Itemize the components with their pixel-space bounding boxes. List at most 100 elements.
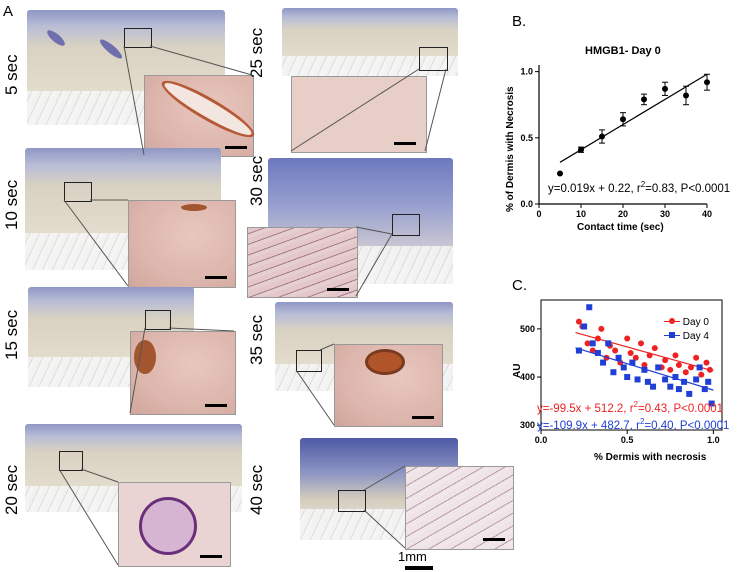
chart-c-point-day4 (641, 366, 648, 373)
chart-c-point-day0 (667, 366, 674, 373)
panel-b-letter: B. (512, 13, 527, 30)
chart-c-point-day4 (675, 386, 682, 393)
equation-text-suffix: =0.40, P<0.0001 (644, 419, 730, 432)
chart-b-equation: y=0.019x + 0.22, r2=0.83, P<0.0001 (548, 180, 730, 195)
chart-c-point-day4 (650, 383, 657, 390)
magnified-inset (247, 227, 358, 298)
chart-c-point-day0 (693, 354, 700, 361)
chart-c-point-day4 (620, 364, 627, 371)
chart-c-point-day4 (696, 364, 703, 371)
legend-day0: Day 0 (664, 317, 709, 328)
chart-c-point-day4 (624, 374, 631, 381)
chart-c-point-day4 (586, 304, 593, 311)
chart-c-point-day0 (632, 354, 639, 361)
chart-b-data-point (557, 170, 563, 177)
equation-superscript: 2 (640, 180, 646, 189)
chart-c-point-day0 (598, 325, 605, 332)
chart-c-point-day0 (672, 352, 679, 359)
chart-b-title: HMGB1- Day 0 (585, 45, 661, 57)
chart-c-x-tick-label: 0.5 (621, 435, 634, 445)
chart-c-point-day0 (651, 345, 658, 352)
chart-c-point-day0 (584, 340, 591, 347)
chart-b-data-point (683, 92, 689, 99)
chart-b-data-point (704, 79, 710, 86)
chart-c-point-day0 (624, 335, 631, 342)
chart-b-data-point (641, 96, 647, 103)
chart-c-point-day4 (581, 323, 588, 330)
inset-scale-bar (205, 276, 227, 279)
chart-b-data-point (620, 116, 626, 123)
chart-c-point-day4 (708, 400, 715, 407)
magnified-inset (118, 482, 231, 567)
chart-b-y-tick-label: 1.0 (520, 67, 533, 77)
magnified-inset (334, 344, 443, 427)
chart-c-point-day4 (629, 359, 636, 366)
chart-b-fit-line (559, 73, 708, 163)
inset-scale-bar (205, 404, 227, 407)
chart-b-x-tick-label: 30 (660, 209, 670, 219)
equation-text-suffix: =0.83, P<0.0001 (645, 182, 731, 195)
equation-superscript: 2 (633, 400, 638, 409)
chart-c-point-day0 (698, 371, 705, 378)
scale-bar-1mm (405, 566, 433, 570)
chart-c-point-day0 (575, 318, 582, 325)
chart-c-point-day0 (646, 352, 653, 359)
chart-c-point-day4 (655, 364, 662, 371)
chart-c-frame (540, 299, 723, 431)
chart-c-point-day4 (672, 374, 679, 381)
chart-c-point-day4 (681, 378, 688, 385)
chart-c-point-day4 (686, 390, 693, 397)
chart-c-point-day4 (600, 359, 607, 366)
chart-b-x-tick-label: 40 (702, 209, 712, 219)
legend-day4-label: Day 4 (682, 331, 709, 342)
chart-b-data-point (662, 85, 668, 92)
chart-c-point-day4 (634, 376, 641, 383)
chart-c-point-day0 (703, 359, 710, 366)
inset-scale-bar (327, 288, 349, 291)
chart-c-point-day0 (612, 347, 619, 354)
chart-b-y-tick-label: 0.0 (520, 199, 533, 209)
legend-day0-label: Day 0 (682, 317, 709, 328)
chart-c-point-day0 (594, 335, 601, 342)
panel-a-letter: A (3, 3, 14, 20)
chart-c-y-tick-label: 400 (520, 372, 535, 382)
chart-c-point-day0 (687, 364, 694, 371)
chart-b-data-point (599, 133, 605, 140)
region-of-interest-box (145, 310, 171, 330)
equation-superscript: 2 (639, 417, 645, 426)
chart-b-data-point (578, 146, 584, 153)
chart-b-x-tick-label: 0 (536, 209, 541, 219)
region-of-interest-box (392, 214, 420, 236)
chart-c-point-day4 (594, 349, 601, 356)
magnified-inset (144, 72, 260, 157)
legend-day0-marker (664, 321, 680, 322)
chart-c-y-tick-label: 500 (520, 324, 535, 334)
scale-bar-label: 1mm (398, 549, 427, 564)
chart-c-point-day4 (589, 340, 596, 347)
equation-text: y=0.019x + 0.22, r (548, 182, 641, 195)
chart-b-x-tick-label: 20 (618, 209, 628, 219)
chart-c-point-day0 (641, 362, 648, 368)
equation-text-suffix: =0.43, P<0.0001 (638, 402, 724, 415)
chart-c-equation-day4: y=-109.9x + 482.7, r2=0.40, P<0.0001 (537, 417, 729, 432)
chart-c-point-day0 (675, 362, 682, 368)
chart-c-point-day0 (637, 340, 644, 347)
chart-b-y-tick-label: 0.5 (520, 133, 533, 143)
magnified-inset (405, 466, 514, 550)
panel-c-letter: C. (512, 277, 527, 294)
chart-c-x-tick-label: 0.0 (535, 435, 548, 445)
chart-c-point-day4 (693, 376, 700, 383)
hair-follicle (139, 497, 197, 555)
inset-scale-bar (483, 538, 505, 541)
chart-c-xlabel: % Dermis with necrosis (594, 452, 707, 463)
chart-b-xlabel: Contact time (sec) (577, 222, 664, 233)
magnified-inset (128, 200, 236, 288)
chart-c-point-day0 (627, 349, 634, 356)
chart-c-point-day0 (662, 357, 669, 364)
chart-c-point-day0 (706, 366, 713, 373)
chart-c-point-day0 (682, 369, 689, 376)
inset-scale-bar (200, 555, 222, 558)
inset-scale-bar (225, 146, 247, 149)
legend-day4: Day 4 (664, 331, 709, 342)
